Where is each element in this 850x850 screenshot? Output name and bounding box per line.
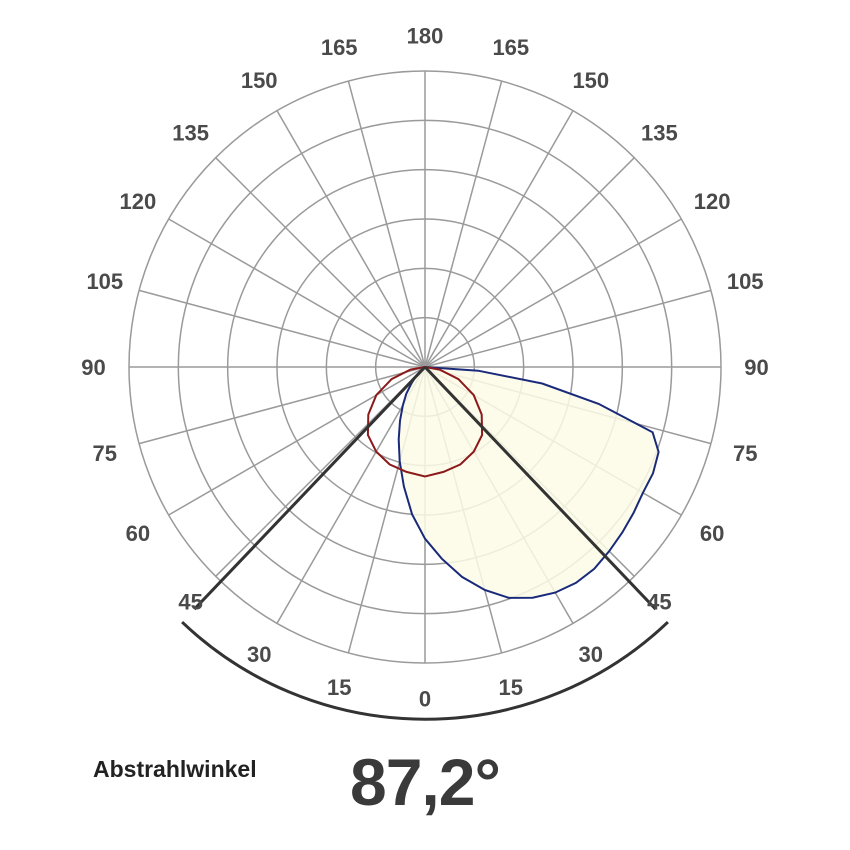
tick-label-left-180: 180 [407,24,444,49]
tick-label-left-75: 75 [93,441,117,466]
beam-angle-indicator [181,365,669,721]
grid-spoke [168,366,426,516]
tick-label-right-150: 150 [572,68,609,93]
grid-spoke [424,110,574,368]
beam-angle-label: Abstrahlwinkel [93,756,257,782]
beam-edge-right [423,365,657,611]
grid-spoke [424,289,712,368]
tick-label-left-120: 120 [120,189,157,214]
tick-label-left-105: 105 [86,269,123,294]
tick-label-left-15: 15 [327,675,351,700]
tick-label-left-135: 135 [172,121,209,146]
tick-label-right-105: 105 [727,269,764,294]
tick-label-left-90: 90 [81,355,105,380]
tick-label-right-120: 120 [694,189,731,214]
grid-spoke [347,80,426,368]
tick-label-left-165: 165 [321,35,358,60]
angle-tick-labels: 0 15 30 45 60 75 90 105 120 135 150 165 180 15 30 45 60 7… [81,24,768,712]
tick-label-right-135: 135 [641,121,678,146]
beam-edge-left [193,365,427,611]
grid-spoke [138,366,426,445]
grid-spoke [276,366,426,624]
beam-angle-value: 87,2° [350,745,501,819]
grid-spoke [215,157,426,368]
tick-label-left-150: 150 [241,68,278,93]
series-2-curve [366,365,484,478]
tick-label-right-60: 60 [700,521,724,546]
tick-label-left-60: 60 [126,521,150,546]
grid-spoke [276,110,426,368]
tick-label-left-30: 30 [247,642,271,667]
grid-spoke [424,157,635,368]
series-layer [366,365,660,599]
tick-label-left-0: 0 [419,687,431,712]
tick-label-right-45: 45 [647,589,671,614]
series-1-curve [397,365,660,599]
grid-spoke [138,289,426,368]
grid-spoke [424,218,682,368]
grid-spoke [168,218,426,368]
tick-label-right-165: 165 [492,35,529,60]
tick-label-right-90: 90 [744,355,768,380]
grid-spoke [424,80,503,368]
tick-label-left-45: 45 [178,589,202,614]
tick-label-right-30: 30 [579,642,603,667]
tick-label-right-15: 15 [499,675,523,700]
tick-label-right-75: 75 [733,441,757,466]
beam-arc [181,621,669,721]
